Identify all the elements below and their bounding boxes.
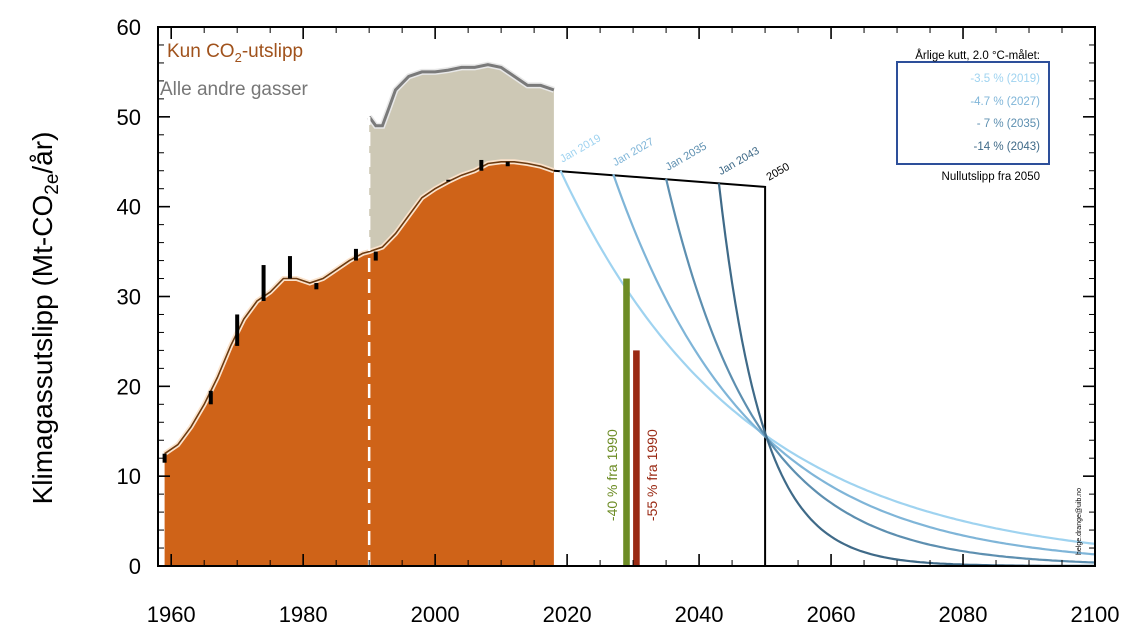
y-tick-label-60: 60 — [117, 15, 141, 40]
pathway-label-2027: Jan 2027 — [611, 136, 656, 169]
annotation-footer: Nullutslipp fra 2050 — [942, 171, 1040, 183]
pathway-2035 — [665, 178, 1096, 564]
y-tick-label-30: 30 — [117, 285, 141, 310]
annotation-row-2043: -14 % (2043) — [974, 141, 1041, 153]
legend-co2: Kun CO2-utslipp — [167, 41, 303, 65]
y-tick-label-0: 0 — [129, 554, 141, 579]
area-layer — [164, 64, 554, 567]
pathway-label-2050: 2050 — [765, 161, 792, 184]
x-tick-label-2100: 2100 — [1071, 602, 1120, 627]
x-tick-label-2060: 2060 — [807, 602, 856, 627]
pathway-2043 — [717, 183, 1095, 568]
co2-area — [164, 161, 554, 567]
all-gases-line — [367, 63, 555, 128]
annotation-box-frame — [896, 61, 1050, 165]
pathway-2027 — [612, 173, 1096, 556]
x-tick-label-2000: 2000 — [411, 602, 460, 627]
annotation-layer: 2050 Jan 2019 Jan 2027 Jan 2035 Jan 2043 -40 … — [558, 132, 792, 521]
annotation-row-2035: - 7 % (2035) — [977, 118, 1040, 130]
y-tick-label-20: 20 — [117, 374, 141, 399]
bar-label-0: -40 % fra 1990 — [604, 429, 620, 521]
annotation-row-2019: -3.5 % (2019) — [970, 73, 1040, 85]
pathway-label-2019: Jan 2019 — [558, 132, 603, 165]
annotation-title: Årlige kutt, 2.0 °C-målet: — [915, 49, 1040, 62]
pathway-2050 — [553, 169, 767, 566]
y-tick-label-40: 40 — [117, 195, 141, 220]
y-tick-label-10: 10 — [117, 464, 141, 489]
co2-line — [164, 161, 555, 455]
bar-1 — [633, 350, 640, 566]
x-tick-label-1980: 1980 — [279, 602, 328, 627]
bar-label-1: -55 % fra 1990 — [644, 429, 660, 521]
x-tick-label-2080: 2080 — [939, 602, 988, 627]
x-tick-label-1960: 1960 — [147, 602, 196, 627]
y-axis-label: Klimagassutslipp (Mt-CO2e/år) — [27, 132, 63, 505]
credit-label: helge.drange@uib.no — [1076, 488, 1083, 555]
x-tick-label-2040: 2040 — [675, 602, 724, 627]
bar-0 — [623, 278, 630, 566]
legend-all-gases: Alle andre gasser — [160, 79, 309, 100]
pathway-label-2035: Jan 2035 — [664, 140, 709, 173]
y-tick-label-50: 50 — [117, 105, 141, 130]
annotation-row-2027: -4.7 % (2027) — [970, 96, 1040, 108]
bar-layer — [623, 278, 640, 566]
tick-layer: 1960 1980 2000 2020 2040 2060 2080 2100 0 10 20 30 4… — [117, 15, 1120, 627]
pathway-label-2043: Jan 2043 — [716, 145, 761, 178]
x-tick-label-2020: 2020 — [543, 602, 592, 627]
pathway-2019 — [559, 170, 1096, 545]
